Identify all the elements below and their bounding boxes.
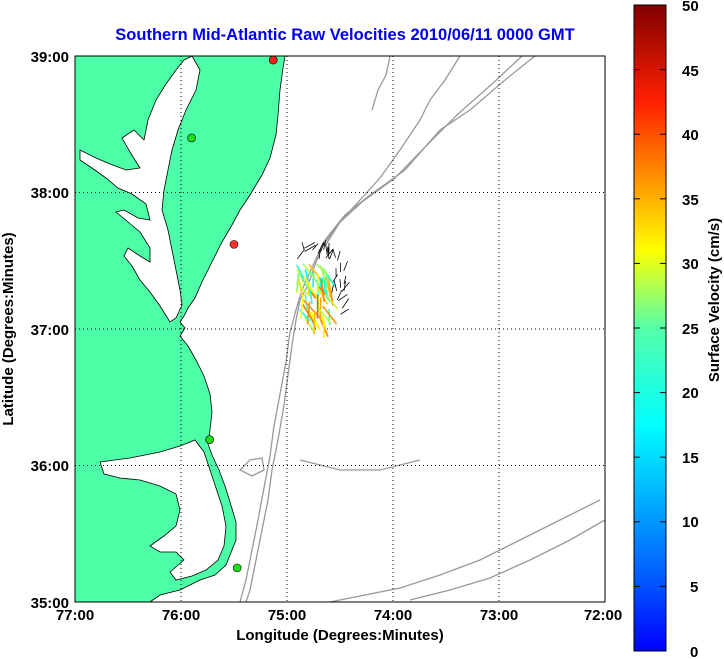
velocity-vector — [301, 242, 305, 251]
radar-station-marker — [205, 435, 214, 444]
velocity-vector — [301, 303, 315, 324]
velocity-vector — [318, 248, 321, 260]
y-tick-label: 37:00 — [31, 322, 69, 339]
y-tick-label: 39:00 — [31, 49, 69, 66]
velocity-vector — [333, 280, 338, 292]
velocity-vector — [296, 272, 300, 291]
velocity-vector — [309, 288, 313, 305]
colorbar: 50 45 40 35 30 25 20 15 10 5 0 Surface V… — [633, 0, 723, 659]
map-title: Southern Mid-Atlantic Raw Velocities 201… — [115, 26, 574, 44]
velocity-vector — [317, 307, 332, 324]
velocity-vector — [336, 290, 343, 301]
velocity-vector — [312, 243, 319, 251]
map-grid — [75, 56, 605, 602]
velocity-vector — [312, 272, 315, 288]
pamlico-sound — [99, 439, 227, 581]
velocity-vector — [328, 308, 331, 326]
colorbar-tick-label: 35 — [682, 192, 699, 209]
map-plot-area — [75, 56, 605, 602]
x-tick-label: 75:00 — [268, 607, 306, 624]
x-tick-label: 72:00 — [584, 607, 622, 624]
radar-station-marker — [229, 240, 239, 249]
colorbar-tick-label: 50 — [682, 0, 699, 15]
velocity-vector — [310, 311, 321, 331]
velocity-vector — [322, 317, 325, 338]
velocity-vector — [322, 305, 338, 325]
y-axis-label: Latitude (Degrees:Minutes) — [0, 232, 17, 425]
velocity-vector — [343, 280, 346, 291]
radar-station-marker — [268, 56, 278, 65]
colorbar-tick-label: 5 — [690, 579, 698, 596]
colorbar-tick-label: 40 — [682, 127, 699, 144]
velocity-vector — [304, 244, 316, 252]
colorbar-label: Surface Velocity (cm/s) — [706, 218, 723, 382]
velocity-vector — [300, 298, 304, 319]
velocity-vector — [324, 293, 339, 310]
velocity-vector — [327, 247, 330, 259]
colorbar-tick-label: 45 — [682, 63, 699, 80]
velocity-vector — [329, 248, 334, 260]
radar-station-marker — [232, 563, 242, 573]
velocity-vector — [304, 242, 316, 249]
velocity-vector — [316, 286, 329, 305]
chesapeake-bay — [79, 56, 201, 323]
velocity-vector — [303, 316, 316, 333]
colorbar-tick-label: 15 — [682, 450, 699, 467]
velocity-vector — [343, 261, 348, 271]
x-axis-ticks: 77:00 76:00 75:00 74:00 73:00 72:00 — [56, 607, 622, 624]
colorbar-tick-label: 25 — [682, 321, 699, 338]
velocity-vector — [295, 281, 310, 296]
velocity-vector — [309, 272, 321, 288]
velocity-vector — [320, 242, 325, 252]
velocity-vector — [340, 308, 350, 315]
colorbar-tick-label: 20 — [682, 385, 699, 402]
x-tick-label: 77:00 — [56, 607, 94, 624]
velocity-vector — [313, 312, 316, 335]
velocity-vector — [323, 240, 326, 250]
velocity-vector — [304, 269, 310, 284]
x-axis-label: Longitude (Degrees:Minutes) — [236, 627, 444, 644]
radar-station-marker — [187, 133, 196, 143]
velocity-vector — [337, 250, 341, 261]
velocity-vector — [296, 249, 305, 260]
velocity-vector — [326, 246, 329, 256]
velocity-vector — [332, 248, 336, 258]
colorbar-ticks — [634, 4, 666, 652]
x-tick-label: 73:00 — [480, 607, 518, 624]
x-tick-label: 76:00 — [162, 607, 200, 624]
y-tick-label: 36:00 — [31, 458, 69, 475]
velocity-vector — [298, 272, 309, 288]
velocity-vector — [341, 281, 350, 292]
velocity-vector — [332, 274, 338, 283]
velocity-vector — [325, 248, 334, 259]
y-tick-label: 38:00 — [31, 185, 69, 202]
y-axis-ticks: 39:00 38:00 37:00 36:00 35:00 — [31, 49, 69, 612]
colorbar-tick-label: 10 — [682, 514, 699, 531]
radar-stations — [187, 56, 278, 573]
colorbar-tick-label: 30 — [682, 256, 699, 273]
velocity-vector — [317, 241, 325, 254]
velocity-vector — [338, 294, 348, 301]
velocity-vector — [295, 264, 305, 280]
velocity-vectors — [295, 240, 350, 338]
velocity-vector — [343, 275, 347, 285]
velocity-vector — [325, 273, 329, 292]
colorbar-tick-label: 0 — [690, 644, 698, 659]
velocity-vector — [319, 297, 322, 320]
y-tick-label: 35:00 — [31, 595, 69, 612]
velocity-vector — [339, 279, 342, 288]
x-tick-label: 74:00 — [374, 607, 412, 624]
map-frame — [74, 55, 606, 603]
velocity-vector — [342, 298, 350, 309]
